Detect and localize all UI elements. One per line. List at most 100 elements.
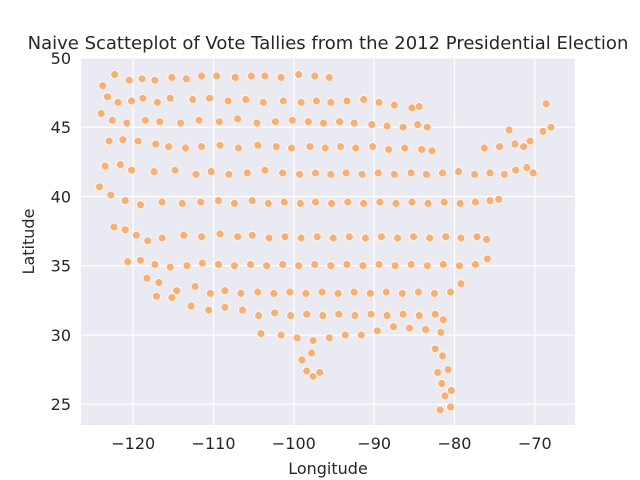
data-point <box>308 336 318 345</box>
data-point <box>429 288 439 298</box>
data-point <box>135 200 145 210</box>
data-point <box>197 258 207 268</box>
data-point <box>263 198 273 208</box>
data-point <box>341 168 351 178</box>
data-point <box>113 97 123 107</box>
data-point <box>324 333 334 343</box>
data-point <box>538 126 548 136</box>
data-point <box>511 165 520 175</box>
data-point <box>247 196 257 206</box>
data-point <box>437 379 447 388</box>
data-point <box>152 97 162 107</box>
data-point <box>253 140 263 150</box>
data-point <box>127 96 137 106</box>
data-point <box>213 259 223 269</box>
data-point <box>224 169 234 179</box>
data-point <box>405 323 414 333</box>
data-point <box>311 168 320 178</box>
data-point <box>360 233 370 243</box>
y-axis-label: Latitude <box>19 209 38 275</box>
x-axis-label: Longitude <box>288 459 368 478</box>
data-point <box>181 74 191 84</box>
data-point <box>297 355 307 365</box>
data-point <box>446 402 455 412</box>
data-point <box>233 114 243 124</box>
data-point <box>276 330 286 340</box>
data-point <box>223 96 233 106</box>
tick-labels: −120 −110 −100 −90 −80 −70 25 30 35 40 45 50 <box>51 49 552 453</box>
data-point <box>349 287 359 297</box>
data-point <box>109 222 119 232</box>
data-point <box>205 93 214 103</box>
data-point <box>155 117 165 127</box>
data-point <box>389 322 398 332</box>
data-point <box>191 169 201 179</box>
data-point <box>204 305 214 315</box>
data-point <box>167 73 177 82</box>
data-point <box>438 351 447 361</box>
data-point <box>417 144 427 154</box>
data-point <box>327 198 337 208</box>
data-point <box>242 168 252 178</box>
data-point <box>382 121 392 131</box>
data-point <box>278 259 288 269</box>
data-point <box>260 165 270 175</box>
data-point <box>278 96 288 106</box>
data-point <box>427 146 437 156</box>
data-point <box>334 309 344 319</box>
data-point <box>421 169 431 179</box>
data-point <box>280 232 290 242</box>
data-point <box>220 286 230 296</box>
data-point <box>197 232 206 242</box>
data-point <box>430 309 440 319</box>
data-point <box>295 169 304 179</box>
data-point <box>246 71 256 81</box>
data-point <box>229 198 239 208</box>
data-point <box>131 230 141 240</box>
data-point <box>315 367 325 377</box>
data-point <box>413 120 423 129</box>
data-point <box>302 366 312 376</box>
data-point <box>479 143 489 153</box>
data-point <box>390 261 400 271</box>
data-point <box>247 230 257 240</box>
data-point <box>326 97 336 107</box>
data-point <box>376 232 386 242</box>
data-point <box>436 327 446 337</box>
data-point <box>319 118 329 128</box>
data-point <box>271 142 281 152</box>
data-point <box>441 232 451 242</box>
data-point <box>423 198 433 208</box>
data-point <box>421 324 431 334</box>
data-point <box>344 232 354 242</box>
data-point <box>350 311 360 321</box>
data-point <box>149 167 159 177</box>
data-point <box>233 232 243 242</box>
y-tick-label: 35 <box>51 257 71 276</box>
data-point <box>142 273 152 283</box>
data-point <box>389 169 399 179</box>
data-point <box>365 288 375 298</box>
data-point <box>285 287 295 297</box>
data-point <box>278 168 288 178</box>
data-point <box>100 161 110 171</box>
data-point <box>407 197 417 207</box>
data-point <box>446 385 456 395</box>
data-point <box>179 230 189 240</box>
data-point <box>287 115 297 125</box>
x-tick-label: −70 <box>518 434 552 453</box>
data-point <box>120 225 130 235</box>
data-point <box>165 262 175 272</box>
data-point <box>326 169 336 179</box>
data-point <box>310 71 320 81</box>
data-point <box>414 102 424 111</box>
y-tick-label: 40 <box>51 187 71 206</box>
data-point <box>430 344 440 354</box>
data-point <box>116 160 125 170</box>
data-point <box>296 97 306 107</box>
data-point <box>440 391 450 401</box>
data-point <box>358 261 368 271</box>
data-point <box>286 311 296 321</box>
data-point <box>368 142 378 152</box>
